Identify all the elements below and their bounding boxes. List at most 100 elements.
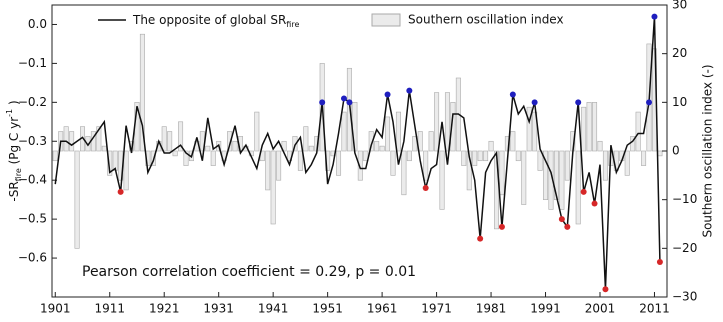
point-marker xyxy=(531,99,538,106)
bar xyxy=(510,131,516,152)
bar xyxy=(477,150,483,162)
point-marker xyxy=(580,188,587,195)
bar xyxy=(602,150,608,181)
bar xyxy=(63,126,69,152)
point-marker xyxy=(117,188,124,195)
bar xyxy=(341,111,347,152)
y-tick-label: −0.1 xyxy=(18,56,47,70)
bar xyxy=(161,126,167,152)
bar xyxy=(178,121,184,152)
bar xyxy=(537,150,543,171)
bar xyxy=(483,150,489,162)
bar xyxy=(346,67,352,152)
bar xyxy=(227,131,233,152)
bar xyxy=(586,102,592,152)
bar xyxy=(515,150,521,162)
point-marker xyxy=(558,216,565,223)
bar xyxy=(139,33,145,152)
bar xyxy=(210,150,216,166)
bar xyxy=(439,150,445,210)
bar xyxy=(308,145,314,152)
point-marker xyxy=(346,99,353,106)
x-tick-label: 1971 xyxy=(421,302,452,316)
legend-patch xyxy=(371,13,401,27)
y2-tick-label: 30 xyxy=(672,0,687,12)
y-tick-label: −0.6 xyxy=(18,251,47,265)
y-tick-label: −0.2 xyxy=(18,95,47,109)
x-tick-label: 1951 xyxy=(312,302,343,316)
bar xyxy=(395,111,401,152)
x-tick-label: 1981 xyxy=(476,302,507,316)
bar xyxy=(428,131,434,152)
bar xyxy=(635,111,641,152)
bar xyxy=(553,150,559,200)
x-tick-label: 1961 xyxy=(367,302,398,316)
point-marker xyxy=(319,99,326,106)
bar xyxy=(292,136,298,152)
point-marker xyxy=(340,95,347,102)
point-marker xyxy=(498,223,505,230)
bar xyxy=(270,150,276,225)
y-tick-label: −0.3 xyxy=(18,134,47,148)
bar xyxy=(183,150,189,166)
bar xyxy=(641,150,647,166)
bar xyxy=(101,145,107,152)
bar xyxy=(406,150,412,162)
bar xyxy=(297,150,303,171)
point-marker xyxy=(509,91,516,98)
point-marker xyxy=(406,87,413,94)
bar xyxy=(624,150,630,176)
bar xyxy=(167,131,173,152)
bar xyxy=(521,150,527,205)
y2-tick-label: −20 xyxy=(672,241,697,255)
y-tick-label: 0.0 xyxy=(28,17,47,31)
bar xyxy=(107,150,113,176)
bar xyxy=(172,150,178,157)
bar xyxy=(575,150,581,225)
bar xyxy=(581,106,587,152)
bar xyxy=(96,126,102,152)
bar xyxy=(232,140,238,152)
bar xyxy=(657,150,663,157)
y2-tick-label: −30 xyxy=(672,290,697,304)
bar xyxy=(379,145,385,152)
bar xyxy=(303,126,309,152)
point-marker xyxy=(591,200,598,207)
bar xyxy=(52,150,58,162)
y-tick-label: −0.4 xyxy=(18,173,47,187)
x-tick-label: 1901 xyxy=(40,302,71,316)
bar xyxy=(69,131,75,152)
point-marker xyxy=(384,91,391,98)
y2-tick-label: −10 xyxy=(672,192,697,206)
bar xyxy=(559,150,565,210)
x-tick-label: 1931 xyxy=(203,302,234,316)
point-marker xyxy=(602,286,609,293)
bar xyxy=(564,150,570,181)
bar xyxy=(592,102,598,152)
bar xyxy=(434,92,440,152)
bar xyxy=(276,150,282,181)
bar xyxy=(466,150,472,191)
point-marker xyxy=(564,223,571,230)
bar xyxy=(123,150,129,191)
legend-label: Southern oscillation index xyxy=(408,13,564,27)
bar xyxy=(401,150,407,196)
bar xyxy=(543,150,549,200)
bar xyxy=(532,111,538,152)
bar xyxy=(461,150,467,166)
bar xyxy=(444,92,450,152)
bar xyxy=(368,131,374,152)
bar xyxy=(374,140,380,152)
point-marker xyxy=(575,99,582,106)
x-tick-label: 1911 xyxy=(94,302,125,316)
y2-tick-label: 20 xyxy=(672,46,687,60)
point-marker xyxy=(656,258,663,265)
x-tick-label: 2011 xyxy=(639,302,670,316)
data-line xyxy=(54,16,661,290)
bar xyxy=(390,150,396,176)
bar xyxy=(472,150,478,166)
x-tick-label: 1921 xyxy=(149,302,180,316)
point-marker xyxy=(422,184,429,191)
y2-tick-label: 0 xyxy=(672,144,680,158)
